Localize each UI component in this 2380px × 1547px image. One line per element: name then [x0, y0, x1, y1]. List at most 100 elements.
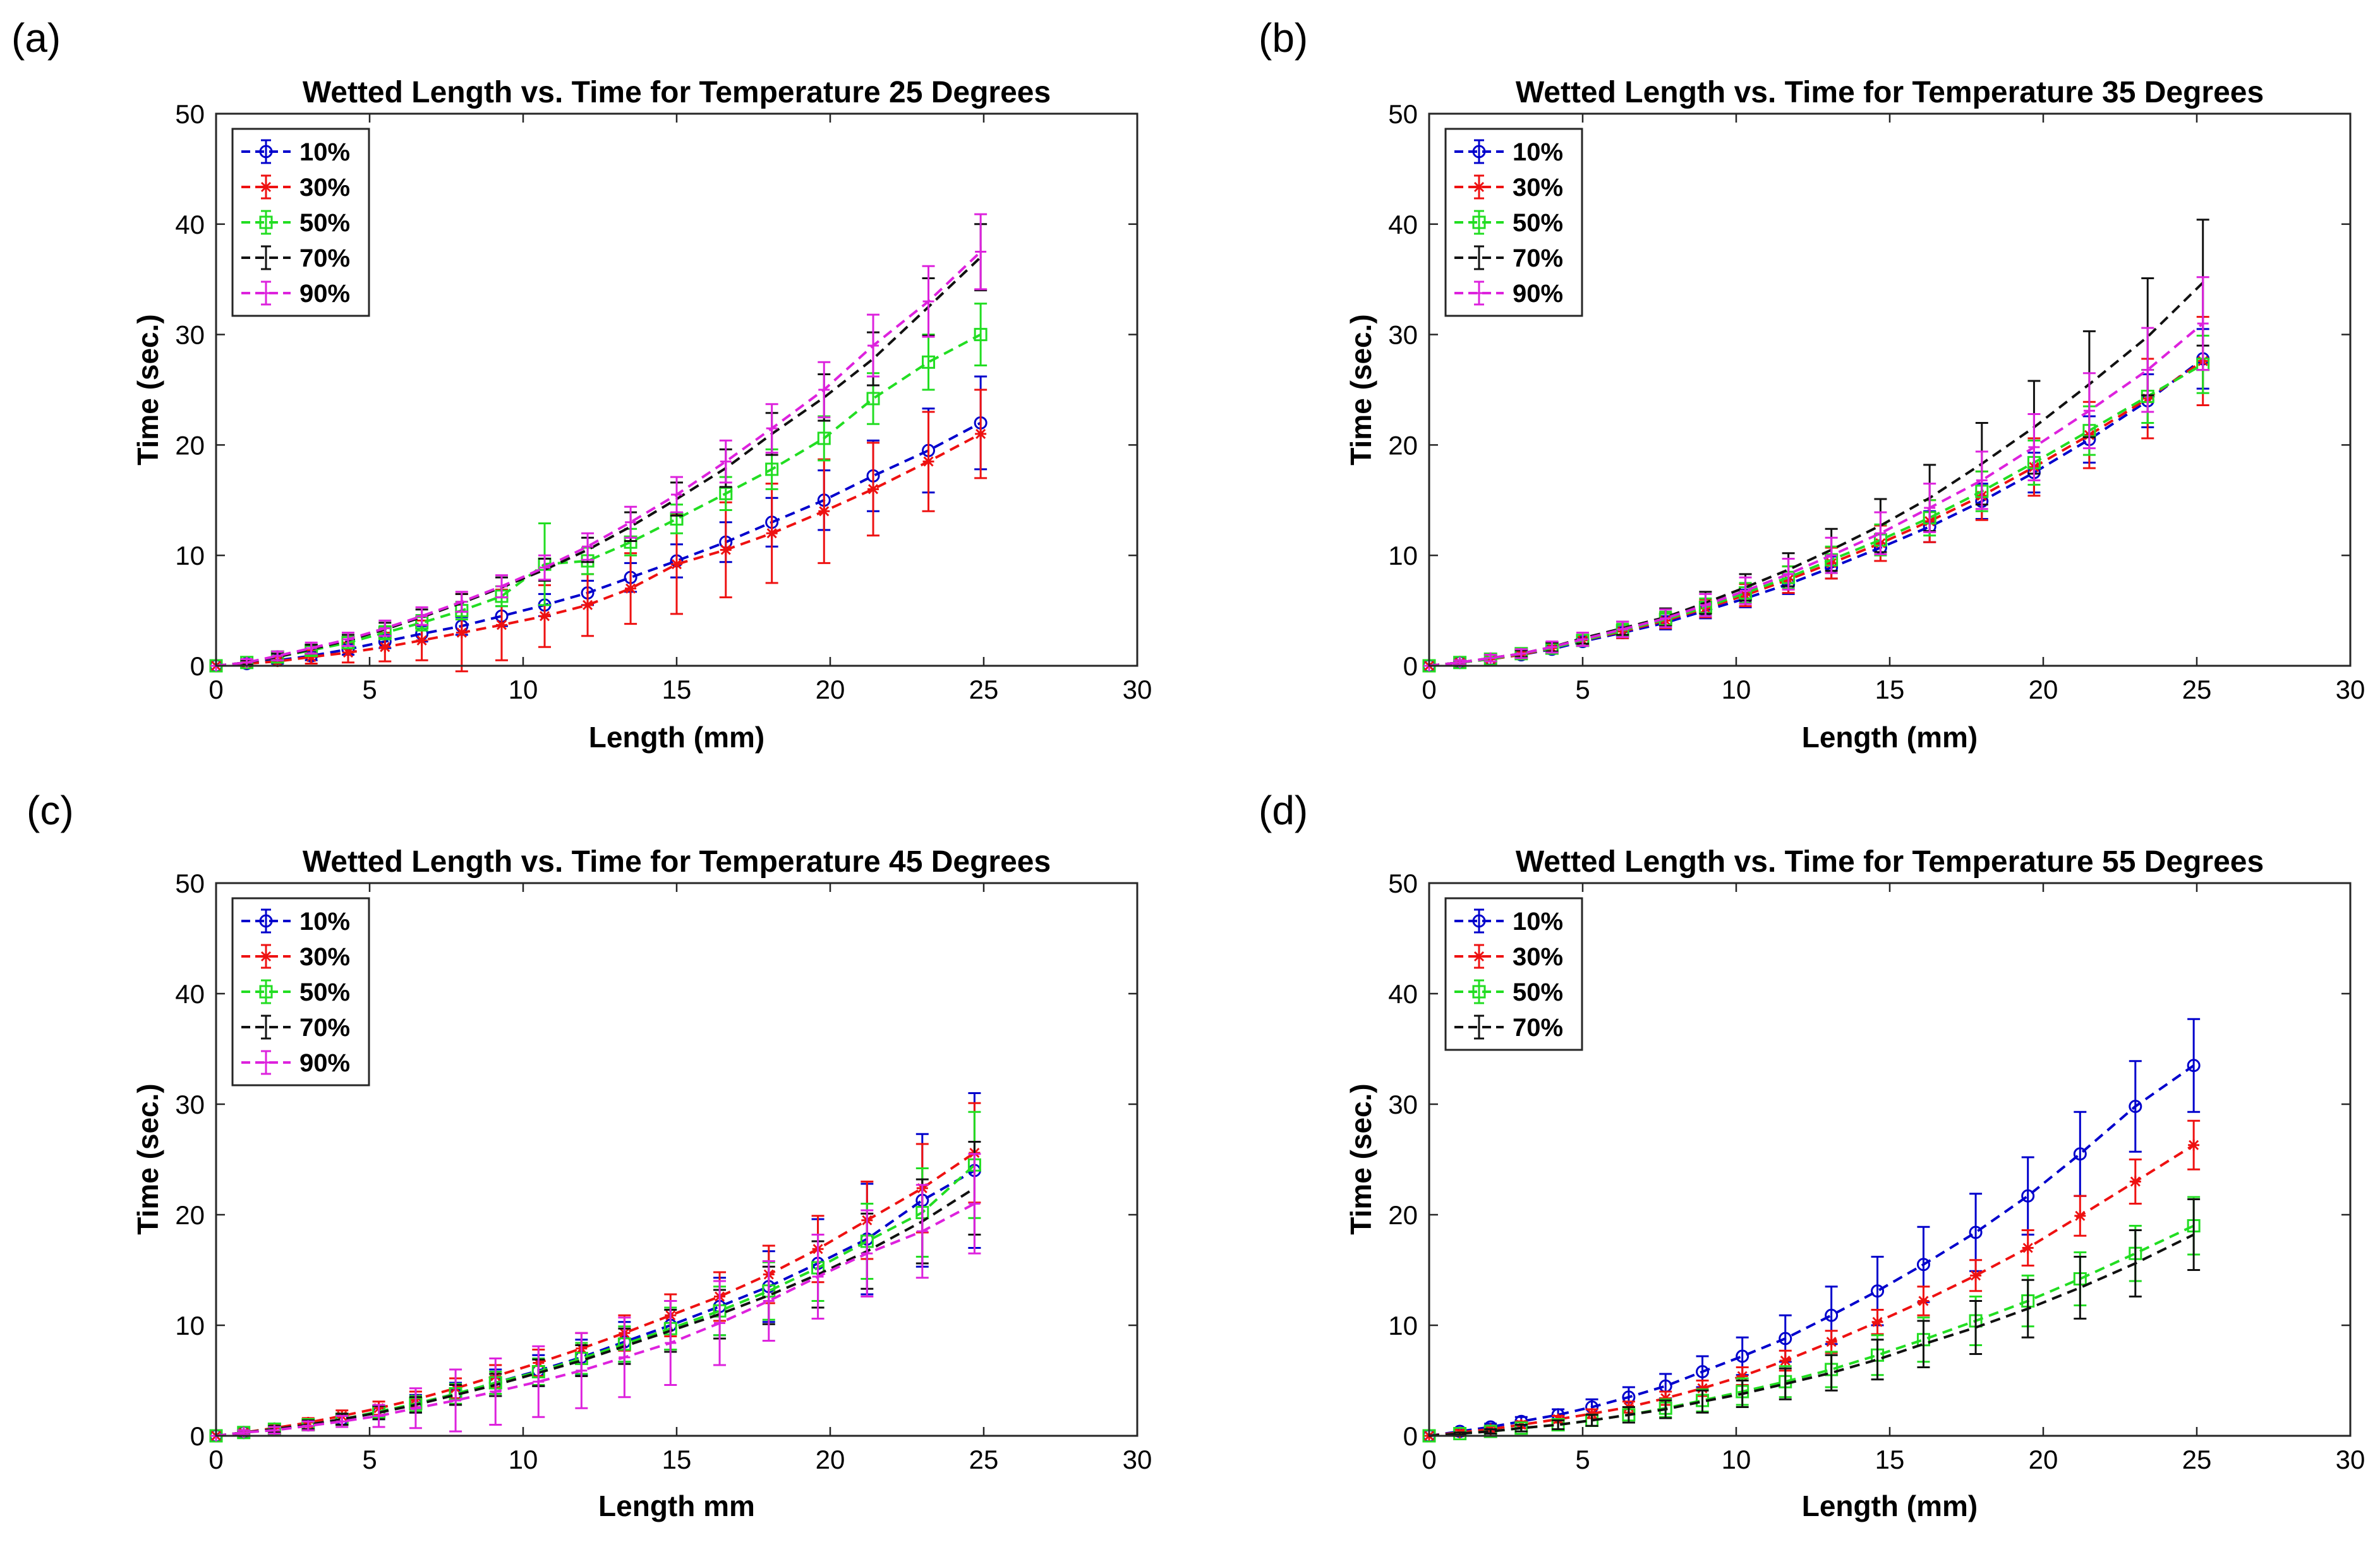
- data-point: [1546, 641, 1558, 653]
- data-point: [336, 1416, 348, 1428]
- x-tick-label: 0: [1422, 1445, 1436, 1474]
- data-point: [922, 455, 934, 467]
- y-tick-label: 10: [175, 1311, 205, 1340]
- data-point: [2134, 1262, 2137, 1265]
- legend-label: 50%: [299, 209, 350, 237]
- data-point: [1779, 1355, 1791, 1366]
- data-point: [456, 596, 468, 608]
- x-tick-label: 10: [509, 675, 538, 704]
- x-tick-label: 0: [208, 1445, 223, 1474]
- data-point: [1784, 1383, 1787, 1385]
- y-tick-label: 20: [175, 1200, 205, 1230]
- chart-plot-d: 0 5 10 15 20 25 30 0 10 20 30 40 50 10% 30% 50% 70%: [1388, 869, 2365, 1474]
- x-tick-label: 20: [2029, 675, 2058, 704]
- data-point: [582, 599, 594, 611]
- y-tick-label: 40: [1388, 210, 1418, 239]
- legend-marker: [1472, 985, 1486, 999]
- legend-errorbar: [1474, 979, 1484, 1004]
- x-tick-label: 25: [969, 675, 999, 704]
- data-point: [922, 355, 936, 369]
- data-point: [456, 627, 468, 639]
- chart-title-d: Wetted Length vs. Time for Temperature 5…: [1516, 845, 2264, 879]
- series-90pct: [1423, 276, 2209, 671]
- data-point: [495, 581, 507, 593]
- data-point: [867, 340, 879, 352]
- data-point: [1825, 550, 1837, 562]
- legend-marker: [259, 145, 273, 159]
- x-axis-label-d: Length (mm): [1802, 1490, 1978, 1522]
- data-point: [625, 582, 637, 594]
- x-tick-label: 30: [2336, 675, 2365, 704]
- legend-marker: [260, 1057, 272, 1068]
- data-point: [2142, 364, 2154, 376]
- data-point: [969, 1198, 981, 1210]
- legend-label: 90%: [1513, 280, 1563, 308]
- data-point: [373, 1410, 385, 1422]
- y-axis-label-b: Time (sec.): [1344, 314, 1377, 465]
- legend-label: 30%: [1513, 174, 1563, 202]
- x-tick-label: 20: [816, 675, 845, 704]
- data-point: [1660, 612, 1672, 624]
- data-point: [763, 1295, 775, 1307]
- data-point: [576, 1364, 588, 1376]
- data-point: [1557, 1424, 1559, 1426]
- data-point: [409, 1402, 421, 1414]
- data-point: [765, 462, 779, 476]
- data-point: [1741, 1393, 1744, 1395]
- data-point: [1969, 1225, 1983, 1239]
- x-tick-label: 30: [2336, 1445, 2365, 1474]
- data-point: [1782, 568, 1794, 580]
- data-point: [1918, 1295, 1930, 1307]
- legend-label: 50%: [1513, 978, 1563, 1006]
- x-tick-label: 30: [1123, 1445, 1152, 1474]
- y-tick-label: 50: [1388, 99, 1418, 129]
- panel-b: (b) Wetted Length vs. Time for Temperatu…: [1259, 15, 2365, 754]
- data-point: [269, 1424, 281, 1436]
- data-point: [1976, 474, 1988, 486]
- y-tick-label: 0: [190, 1421, 205, 1451]
- data-point: [1736, 1349, 1749, 1363]
- axes-box: [1428, 882, 2352, 1437]
- data-point: [866, 392, 880, 406]
- data-point: [818, 384, 830, 395]
- x-tick-label: 15: [1875, 675, 1905, 704]
- data-point: [1876, 1358, 1879, 1361]
- data-point: [766, 423, 778, 435]
- data-point: [2079, 1287, 2081, 1289]
- chart-title-a: Wetted Length vs. Time for Temperature 2…: [303, 76, 1051, 109]
- data-point: [1664, 1408, 1667, 1411]
- data-point: [1922, 1343, 1924, 1345]
- data-point: [720, 544, 732, 556]
- x-tick-label: 30: [1123, 675, 1152, 704]
- data-point: [1924, 502, 1936, 514]
- legend-label: 70%: [1513, 1014, 1563, 1042]
- legend-errorbar: [1474, 908, 1484, 934]
- legend-errorbar: [261, 908, 271, 934]
- axes-box: [215, 112, 1139, 667]
- y-tick-label: 40: [1388, 979, 1418, 1009]
- data-point: [867, 483, 879, 495]
- panel-a: (a) Wetted Length vs. Time for Temperatu…: [11, 15, 1152, 754]
- x-tick-label: 20: [2029, 1445, 2058, 1474]
- legend-label: 70%: [299, 244, 350, 272]
- series-90pct: [210, 213, 988, 671]
- y-tick-label: 50: [1388, 869, 1418, 898]
- legend-marker: [1478, 256, 1480, 259]
- x-tick-label: 25: [2182, 1445, 2212, 1474]
- data-point: [1974, 1327, 1977, 1328]
- y-axis-label-d: Time (sec.): [1344, 1083, 1377, 1234]
- data-point: [495, 619, 507, 631]
- data-point: [1515, 647, 1527, 659]
- data-point: [1871, 1284, 1885, 1298]
- data-point: [671, 489, 682, 501]
- x-tick-label: 15: [662, 675, 692, 704]
- legend-errorbar: [261, 139, 271, 164]
- panel-label-c: (c): [27, 788, 74, 833]
- legend-marker: [265, 1026, 267, 1028]
- data-point: [2083, 405, 2095, 417]
- data-point: [450, 1395, 462, 1406]
- legend-errorbar: [1474, 139, 1484, 164]
- x-axis-label-a: Length (mm): [589, 721, 765, 754]
- data-point: [1628, 1414, 1630, 1416]
